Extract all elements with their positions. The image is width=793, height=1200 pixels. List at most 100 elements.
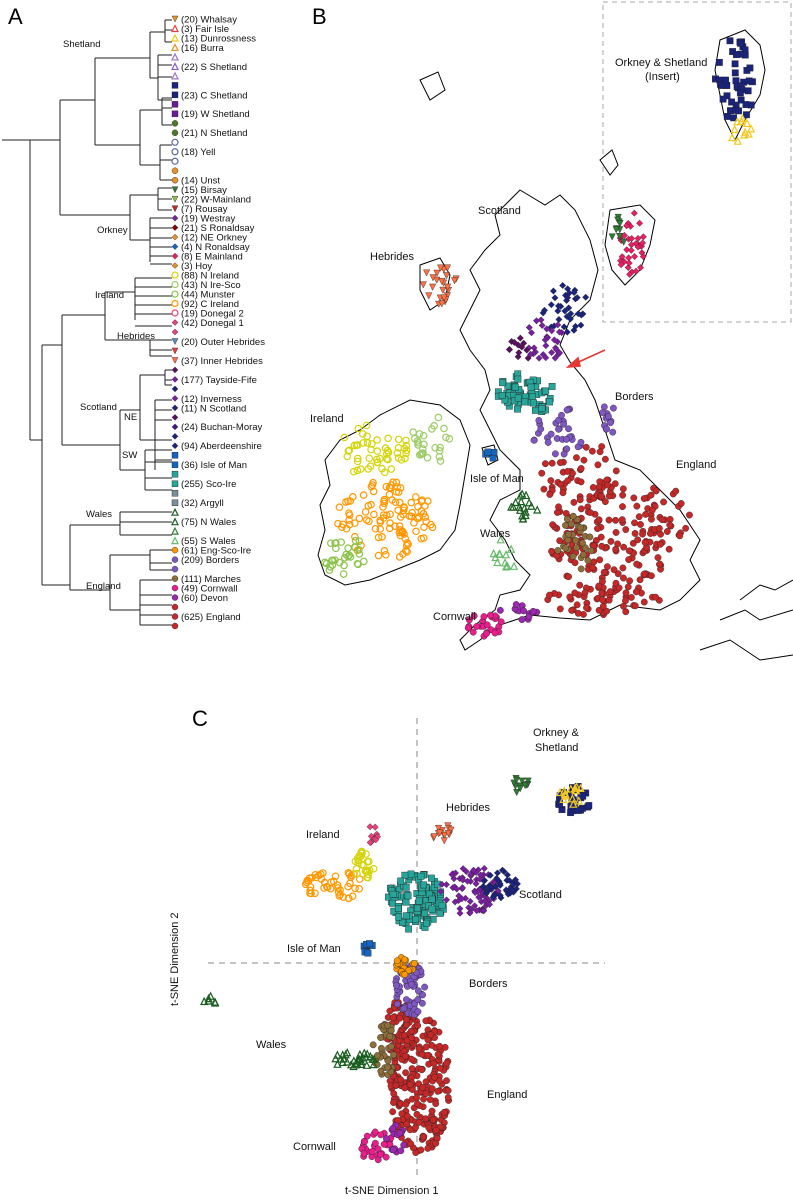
tsne-point — [428, 1085, 436, 1092]
tsne-point — [364, 873, 372, 882]
tsne-label-scotland: Scotland — [519, 889, 562, 901]
map-point — [524, 354, 532, 362]
map-point — [573, 454, 580, 462]
map-point — [573, 544, 580, 552]
map-point — [598, 492, 605, 500]
map-point — [419, 281, 427, 289]
panel-letter-c: C — [192, 706, 208, 731]
map-point — [612, 516, 619, 524]
map-point — [600, 568, 608, 576]
map-point — [719, 95, 727, 103]
map-point — [554, 302, 562, 310]
tsne-point — [399, 919, 406, 926]
tsne-point — [402, 898, 410, 906]
map-point — [434, 413, 443, 422]
map-point — [604, 481, 612, 489]
map-point — [598, 589, 606, 597]
tsne-point — [569, 799, 578, 808]
map-point — [362, 421, 371, 430]
map-point — [665, 545, 673, 553]
dendrogram-leaf-label: (19) Westray — [181, 214, 235, 225]
map-point — [620, 543, 628, 551]
tsne-point — [331, 1053, 340, 1063]
map-point — [374, 533, 383, 542]
tsne-point — [466, 909, 474, 917]
tsne-point — [402, 996, 410, 1004]
label-ireland: Ireland — [310, 413, 344, 425]
map-point — [746, 124, 756, 133]
map-point — [542, 460, 549, 468]
tsne-point — [427, 874, 435, 882]
tsne-point — [403, 1112, 411, 1120]
map-point — [654, 554, 662, 561]
map-point — [625, 254, 633, 262]
tsne-point — [429, 1116, 437, 1124]
map-point — [528, 393, 536, 400]
tsne-point — [334, 884, 342, 892]
tsne-point — [512, 885, 520, 893]
tsne-point — [342, 1057, 352, 1066]
dendrogram-leaf-marker — [171, 622, 179, 630]
map-point — [332, 539, 340, 547]
dendrogram-leaf-marker — [171, 120, 179, 127]
dendrogram-leaf-marker — [171, 423, 179, 431]
tsne-x-axis-label: t-SNE Dimension 1 — [345, 1185, 439, 1197]
map-point — [632, 267, 640, 275]
map-point — [554, 509, 561, 516]
tsne-label-ireland: Ireland — [306, 829, 340, 841]
dendrogram-leaf-label: (8) E Mainland — [181, 252, 243, 263]
map-point — [530, 399, 537, 407]
map-point — [382, 550, 390, 559]
map-point — [353, 466, 362, 475]
tsne-point — [351, 884, 359, 893]
tsne-point — [358, 861, 366, 869]
map-point — [637, 264, 644, 272]
tsne-point — [362, 850, 370, 858]
tsne-point — [307, 889, 315, 898]
map-point — [491, 629, 499, 637]
map-point — [529, 607, 537, 615]
map-point — [731, 60, 739, 68]
map-point — [610, 404, 617, 412]
map-point — [655, 524, 663, 532]
tsne-point — [418, 999, 426, 1007]
map-point — [636, 219, 644, 227]
dendrogram-leaf-marker — [171, 309, 179, 317]
dendrogram-leaf-label: (21) S Ronaldsay — [181, 223, 255, 234]
tsne-point — [572, 782, 581, 791]
tsne-point — [389, 1146, 397, 1154]
tsne-label-england: England — [487, 1089, 527, 1101]
tsne-point — [369, 1059, 378, 1069]
dendrogram-leaf-marker — [171, 395, 179, 402]
dendrogram-leaf-label: (20) Outer Hebrides — [181, 337, 265, 348]
map-point — [556, 537, 564, 545]
tsne-point — [402, 883, 410, 891]
tsne-point — [512, 876, 520, 884]
tsne-point — [390, 1099, 397, 1106]
tsne-point — [383, 1135, 390, 1142]
map-point — [351, 532, 359, 541]
map-point — [576, 496, 584, 504]
tsne-point — [434, 1087, 442, 1095]
map-point — [535, 354, 543, 362]
map-point — [652, 593, 659, 601]
map-point — [408, 508, 417, 517]
map-point — [495, 549, 505, 558]
tsne-point — [413, 1110, 421, 1118]
map-point — [656, 560, 664, 568]
tsne-label-cornwall: Cornwall — [293, 1141, 336, 1153]
dendrogram-leaf-marker — [171, 157, 179, 165]
map-point — [633, 502, 641, 510]
tsne-point — [417, 1146, 425, 1154]
tsne-point — [377, 1034, 384, 1041]
map-point — [584, 557, 592, 564]
tsne-point — [331, 872, 340, 881]
map-point — [636, 576, 644, 584]
map-point — [436, 443, 444, 452]
map-point — [419, 534, 428, 542]
map-point — [367, 482, 376, 491]
map-point — [580, 456, 588, 464]
map-point — [619, 503, 626, 511]
tsne-point — [336, 890, 345, 899]
tsne-point — [428, 895, 436, 903]
